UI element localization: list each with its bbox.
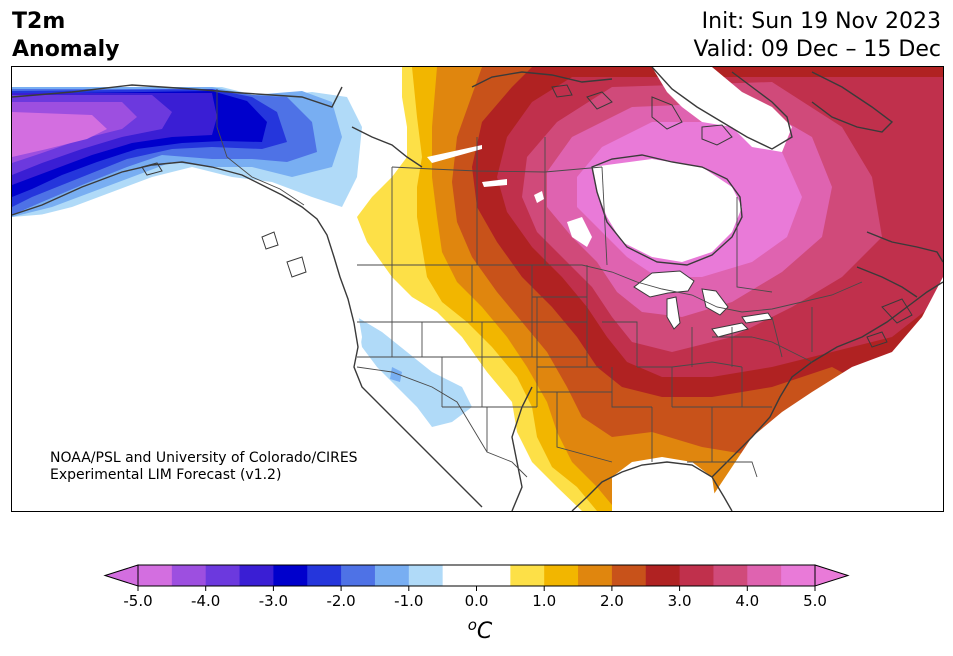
credit-line-1: NOAA/PSL and University of Colorado/CIRE… [50, 450, 358, 466]
cold-anomaly-alaska [12, 87, 362, 219]
colorbar-tick-label: 5.0 [803, 592, 827, 610]
colorbar-bin [544, 565, 579, 586]
colorbar-tick-label: -3.0 [259, 592, 288, 610]
colorbar-bin [408, 565, 444, 586]
colorbar-bin [442, 565, 511, 586]
colorbar-bin [611, 565, 647, 586]
colorbar-bin [374, 565, 410, 586]
colorbar-bin [713, 565, 748, 586]
colorbar-bin [273, 565, 308, 586]
political-borders [216, 89, 863, 478]
colorbar-bin [747, 565, 782, 586]
init-date: Init: Sun 19 Nov 2023 [701, 9, 941, 34]
unit-letter: C [477, 619, 493, 644]
valid-date: Valid: 09 Dec – 15 Dec [693, 37, 941, 62]
colorbar-over-extension [814, 564, 850, 587]
unit-degree-mark: o [468, 616, 477, 634]
map-title: T2m Anomaly [12, 8, 119, 64]
colorbar-unit-label: oC [468, 616, 493, 644]
colorbar-bin [171, 565, 207, 586]
colorbar-bin [138, 565, 173, 586]
colorbar-bin [578, 565, 613, 586]
colorbar-bin [679, 565, 714, 586]
colorbar-ticks: -5.0 -4.0 -3.0 -2.0 -1.0 0.0 1.0 2.0 3.0 4.0 5.0 [123, 586, 827, 610]
colorbar-bin [510, 565, 545, 586]
great-lakes [633, 270, 773, 338]
colorbar-bin [307, 565, 342, 586]
title-line-2: Anomaly [12, 37, 120, 62]
ocean-areas [12, 67, 943, 511]
colorbar-tick-label: 1.0 [532, 592, 556, 610]
colorbar-tick-label: 4.0 [735, 592, 759, 610]
colorbar-tick-label: -4.0 [191, 592, 220, 610]
title-line-1: T2m [12, 9, 66, 34]
forecast-dates: Init: Sun 19 Nov 2023 Valid: 09 Dec – 15… [693, 8, 941, 64]
credit-line-2: Experimental LIM Forecast (v1.2) [50, 467, 282, 483]
map-panel: NOAA/PSL and University of Colorado/CIRE… [11, 66, 944, 512]
colorbar-bin [341, 565, 376, 586]
colorbar-tick-label: -2.0 [326, 592, 355, 610]
colorbar-bin [239, 565, 274, 586]
colorbar-tick-label: -1.0 [394, 592, 423, 610]
colorbar-bin [205, 565, 241, 586]
colorbar-tick-label: 3.0 [668, 592, 692, 610]
colorbar-bin [645, 565, 681, 586]
colorbar-tick-label: 2.0 [600, 592, 624, 610]
arctic-islands [141, 84, 913, 348]
colorbar-tick-label: 0.0 [465, 592, 489, 610]
data-credit: NOAA/PSL and University of Colorado/CIRE… [50, 450, 358, 484]
colorbar-bins [103, 564, 850, 587]
colorbar-under-extension [103, 564, 139, 587]
colorbar-bin [781, 565, 816, 586]
cold-anomaly-southwest [357, 317, 472, 427]
colorbar-tick-label: -5.0 [123, 592, 152, 610]
anomaly-map [12, 67, 943, 511]
colorbar-legend: -5.0 -4.0 -3.0 -2.0 -1.0 0.0 1.0 2.0 3.0 4.0 5.0 o… [103, 564, 850, 644]
